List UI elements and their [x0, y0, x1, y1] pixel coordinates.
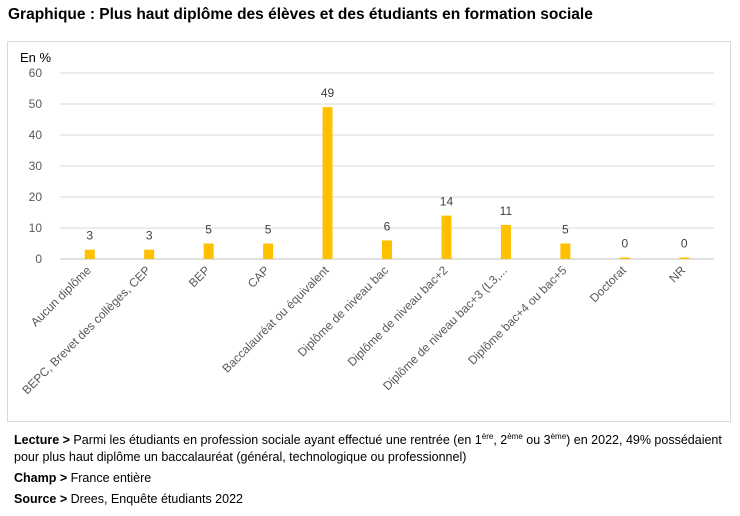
bar [203, 243, 214, 259]
y-tick-label: 40 [29, 128, 43, 142]
bar [144, 249, 155, 259]
bar [84, 249, 95, 259]
data-label: 49 [321, 86, 335, 100]
data-label: 0 [681, 237, 688, 251]
x-tick-label: Diplôme bac+4 ou bac+5 [465, 263, 569, 367]
champ-note: Champ > France entière [14, 470, 729, 487]
data-label: 5 [562, 223, 569, 237]
lecture-label: Lecture > [14, 433, 70, 447]
x-tick-label: CAP [245, 263, 272, 290]
x-tick-label: Baccalauréat ou équivalent [219, 263, 332, 376]
data-label: 11 [500, 204, 513, 218]
sup-1: ère [481, 431, 494, 441]
data-label: 14 [440, 195, 454, 209]
champ-label: Champ > [14, 471, 68, 485]
sup-2: ème [507, 431, 523, 441]
y-tick-label: 50 [29, 97, 43, 111]
y-tick-label: 60 [29, 66, 43, 80]
notes-section: Lecture > Parmi les étudiants en profess… [14, 432, 729, 512]
unit-label: En % [20, 50, 52, 65]
chart-area: En % 0 10 20 30 40 50 60 3 3 5 5 49 6 14 11 5 0 0 Aucun … [7, 41, 731, 422]
lecture-text-d: ) en 2022, 49% possédaient pour plus hau… [14, 433, 722, 464]
x-tick-label: NR [666, 263, 688, 285]
bar [263, 243, 274, 259]
data-label: 6 [384, 219, 391, 233]
bar [619, 257, 630, 259]
y-tick-label: 30 [29, 159, 43, 173]
bar [382, 240, 392, 259]
x-tick-label: BEP [186, 263, 213, 290]
lecture-text-c: ou 3 [522, 433, 551, 447]
bar [322, 107, 333, 259]
champ-text: France entière [67, 471, 152, 485]
y-tick-label: 10 [29, 221, 43, 235]
sup-3: ème [550, 431, 567, 441]
x-tick-label: Doctorat [587, 263, 629, 305]
bar [500, 224, 511, 259]
chart-title: Graphique : Plus haut diplôme des élèves… [8, 6, 593, 23]
source-note: Source > Drees, Enquête étudiants 2022 [14, 491, 729, 508]
source-text: Drees, Enquête étudiants 2022 [67, 492, 243, 506]
data-label: 3 [86, 229, 93, 243]
lecture-text-a: Parmi les étudiants en profession social… [69, 433, 482, 447]
x-tick-label: Aucun diplôme [28, 263, 94, 329]
bar [679, 257, 690, 259]
y-tick-label: 20 [29, 190, 43, 204]
lecture-note: Lecture > Parmi les étudiants en profess… [14, 432, 729, 466]
x-tick-label: BEPC, Brevet des collèges, CEP [19, 263, 153, 397]
x-tick-label: Diplôme de niveau bac+3 (L3,... [380, 263, 510, 393]
bar [441, 215, 452, 259]
data-label: 0 [621, 237, 628, 251]
lecture-text-b: , 2 [493, 433, 508, 447]
x-tick-label: Diplôme de niveau bac+2 [345, 263, 451, 369]
data-label: 3 [146, 229, 153, 243]
data-label: 5 [205, 223, 212, 237]
data-label: 5 [265, 223, 272, 237]
bar [560, 243, 571, 259]
source-label: Source > [14, 492, 68, 506]
y-tick-label: 0 [35, 252, 42, 266]
